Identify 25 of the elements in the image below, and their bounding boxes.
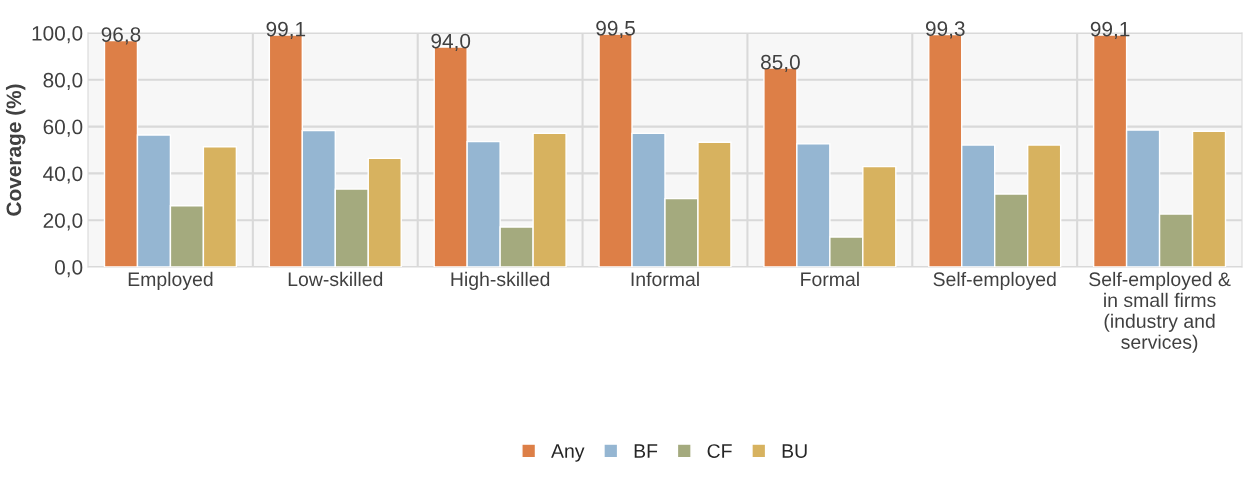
x-tick-label: Employed — [128, 271, 213, 290]
y-tick-label: 0,0 — [54, 260, 83, 278]
x-tick-label: Formal — [801, 271, 859, 287]
data-label: 94,0 — [431, 33, 471, 51]
y-axis-title: Coverage (%) — [5, 84, 26, 216]
legend-label: BU — [782, 444, 807, 458]
x-tick-label: Informal — [631, 271, 699, 287]
y-tick-label: 100,0 — [32, 26, 83, 44]
x-tick-label: Self-employed — [933, 271, 1056, 290]
data-label: 99,1 — [1090, 21, 1130, 39]
x-tick-label: Low-skilled — [288, 271, 383, 287]
legend-label: CF — [707, 444, 732, 458]
data-label: 99,3 — [925, 21, 965, 39]
data-label: 99,5 — [596, 20, 635, 39]
y-tick-label: 60,0 — [43, 119, 83, 137]
y-tick-label: 20,0 — [43, 213, 83, 231]
y-tick-label: 80,0 — [43, 72, 83, 91]
data-label: 85,0 — [761, 54, 800, 72]
legend-label: BF — [634, 444, 658, 458]
data-label: 96,8 — [101, 27, 141, 45]
x-tick-label: High-skilled — [451, 271, 550, 290]
legend-label: Any — [551, 444, 585, 462]
data-label: 99,1 — [266, 21, 306, 39]
x-tick-label: Self-employed & in small firms (industry and services) — [1089, 271, 1231, 353]
y-tick-label: 40,0 — [43, 166, 83, 184]
